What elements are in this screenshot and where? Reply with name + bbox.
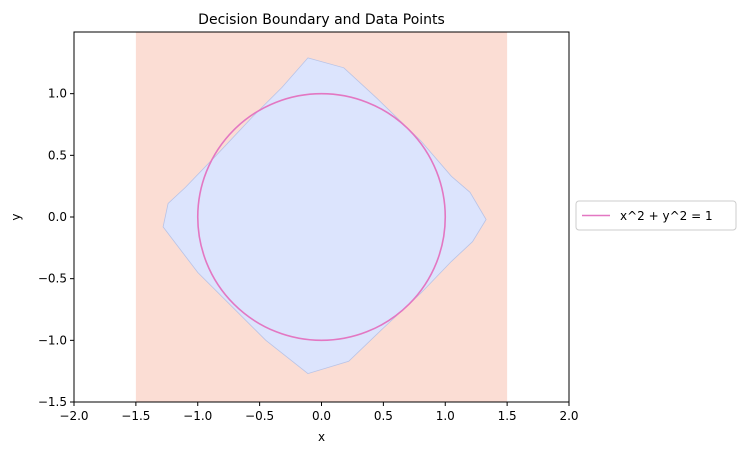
unit-circle-line [196,92,447,342]
legend: x^2 + y^2 = 1 [575,200,737,231]
x-tick-label: 1.5 [498,409,517,423]
y-tick-label: 0.5 [48,148,67,162]
plot-area [135,32,508,402]
x-tick-label: −0.5 [245,409,274,423]
y-tick-label: 0.0 [48,210,67,224]
y-tick-label: −0.5 [38,272,67,286]
x-tick-label: −1.0 [183,409,212,423]
chart-title: Decision Boundary and Data Points [198,12,445,28]
x-tick-label: 1.0 [436,409,455,423]
x-tick-label: −1.5 [121,409,150,423]
y-tick-label: −1.5 [38,395,67,409]
y-axis-label: y [9,213,23,220]
x-tick-label: −2.0 [59,409,88,423]
x-axis-label: x [318,430,325,444]
legend-box [575,200,737,231]
legend-label-circle: x^2 + y^2 = 1 [620,209,713,223]
y-tick-label: −1.0 [38,333,67,347]
x-tick-label: 2.0 [559,409,578,423]
decision-region [162,57,487,375]
axis-ticks: −2.0 −1.5 −1.0 −0.5 0.0 0.5 1.0 1.5 2.0−1.5−1.0−… [38,87,579,423]
x-tick-label: 0.0 [312,409,331,423]
x-tick-label: 0.5 [374,409,393,423]
y-tick-label: 1.0 [48,87,67,101]
